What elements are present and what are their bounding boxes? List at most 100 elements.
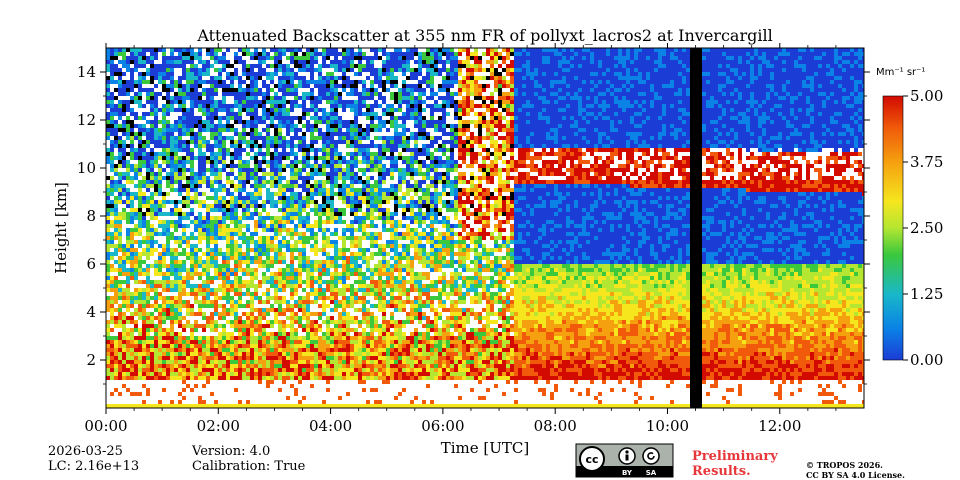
heat-cell bbox=[310, 72, 314, 76]
heat-cell bbox=[130, 356, 134, 360]
heat-cell bbox=[246, 92, 250, 96]
heat-cell bbox=[110, 304, 114, 308]
heat-cell bbox=[226, 368, 230, 372]
heat-cell bbox=[230, 324, 234, 328]
heat-cell bbox=[106, 328, 110, 332]
heat-cell bbox=[214, 332, 218, 336]
heat-cell bbox=[298, 64, 302, 68]
heat-cell bbox=[250, 152, 254, 156]
heat-cell bbox=[198, 56, 202, 60]
heat-cell bbox=[130, 300, 134, 304]
heat-cell bbox=[174, 52, 178, 56]
heat-cell bbox=[282, 164, 286, 168]
heat-cell bbox=[234, 384, 238, 388]
heat-cell bbox=[254, 252, 258, 256]
heat-cell bbox=[222, 160, 226, 164]
heat-cell bbox=[250, 288, 254, 292]
heat-cell bbox=[238, 140, 242, 144]
heat-cell bbox=[158, 328, 162, 332]
heat-cell bbox=[114, 336, 118, 340]
heat-cell bbox=[210, 140, 214, 144]
heat-cell bbox=[126, 288, 130, 292]
heat-cell bbox=[294, 228, 298, 232]
heat-cell bbox=[210, 116, 214, 120]
heat-cell bbox=[254, 76, 258, 80]
heat-cell bbox=[238, 308, 242, 312]
heat-cell bbox=[254, 404, 258, 408]
heat-cell bbox=[310, 276, 314, 280]
heat-cell bbox=[234, 52, 238, 56]
heat-cell bbox=[166, 284, 170, 288]
heat-cell bbox=[234, 60, 238, 64]
heat-cell bbox=[122, 212, 126, 216]
heat-cell bbox=[282, 308, 286, 312]
heat-cell bbox=[202, 184, 206, 188]
heat-cell bbox=[166, 128, 170, 132]
heat-cell bbox=[182, 148, 186, 152]
heat-cell bbox=[258, 404, 262, 408]
heat-cell bbox=[286, 320, 290, 324]
heat-cell bbox=[202, 236, 206, 240]
heat-cell bbox=[302, 212, 306, 216]
heat-cell bbox=[286, 92, 290, 96]
heat-cell bbox=[162, 200, 166, 204]
heat-cell bbox=[278, 384, 282, 388]
heat-cell bbox=[326, 48, 330, 52]
heat-cell bbox=[138, 168, 142, 172]
heat-cell bbox=[162, 76, 166, 80]
heat-cell bbox=[250, 56, 254, 60]
heat-cell bbox=[266, 128, 270, 132]
heat-cell bbox=[206, 112, 210, 116]
heat-cell bbox=[258, 116, 262, 120]
heat-cell bbox=[290, 360, 294, 364]
heat-cell bbox=[294, 128, 298, 132]
heat-cell bbox=[166, 248, 170, 252]
heat-cell bbox=[198, 308, 202, 312]
heat-cell bbox=[222, 192, 226, 196]
heat-cell bbox=[278, 108, 282, 112]
heat-cell bbox=[130, 280, 134, 284]
heat-cell bbox=[246, 220, 250, 224]
heat-cell bbox=[234, 212, 238, 216]
heat-cell bbox=[146, 120, 150, 124]
heat-cell bbox=[130, 112, 134, 116]
heat-cell bbox=[238, 52, 242, 56]
heat-cell bbox=[270, 296, 274, 300]
heat-cell bbox=[286, 296, 290, 300]
heat-cell bbox=[290, 68, 294, 72]
heat-cell bbox=[286, 396, 290, 400]
heat-cell bbox=[318, 204, 322, 208]
heat-cell bbox=[206, 316, 210, 320]
heat-cell bbox=[318, 372, 322, 376]
heat-cell bbox=[222, 196, 226, 200]
heat-cell bbox=[190, 232, 194, 236]
heat-cell bbox=[306, 84, 310, 88]
heat-cell bbox=[150, 124, 154, 128]
heat-cell bbox=[298, 300, 302, 304]
heat-cell bbox=[214, 92, 218, 96]
heat-cell bbox=[258, 272, 262, 276]
heat-cell bbox=[206, 348, 210, 352]
heat-cell bbox=[190, 164, 194, 168]
heat-cell bbox=[218, 156, 222, 160]
heat-cell bbox=[158, 172, 162, 176]
heat-cell bbox=[170, 288, 174, 292]
heat-cell bbox=[226, 112, 230, 116]
heat-cell bbox=[218, 160, 222, 164]
heat-cell bbox=[314, 56, 318, 60]
heat-cell bbox=[322, 124, 326, 128]
heat-cell bbox=[230, 156, 234, 160]
heat-cell bbox=[114, 160, 118, 164]
heat-cell bbox=[186, 284, 190, 288]
heat-cell bbox=[198, 208, 202, 212]
heat-cell bbox=[166, 324, 170, 328]
heat-cell bbox=[258, 240, 262, 244]
heat-cell bbox=[138, 376, 142, 380]
heat-cell bbox=[310, 296, 314, 300]
heat-cell bbox=[218, 308, 222, 312]
heat-cell bbox=[318, 168, 322, 172]
heat-cell bbox=[238, 264, 242, 268]
heat-cell bbox=[178, 84, 182, 88]
heat-cell bbox=[234, 332, 238, 336]
